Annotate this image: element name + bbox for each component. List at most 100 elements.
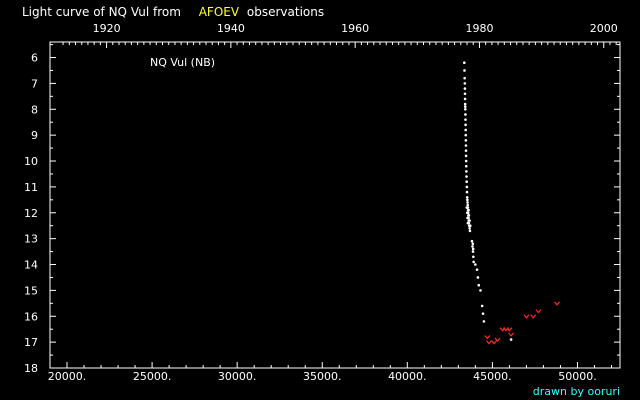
observation-point xyxy=(467,214,471,217)
title-prefix: Light curve of NQ Vul from xyxy=(22,5,181,19)
observation-point xyxy=(463,61,466,64)
top-tick-label: 1940 xyxy=(217,22,245,35)
y-tick-label: 7 xyxy=(31,77,38,90)
observation-point xyxy=(465,211,469,215)
observation-point xyxy=(468,224,472,227)
y-tick-label: 15 xyxy=(24,284,38,297)
top-tick-label: 2000 xyxy=(590,22,618,35)
observation-point xyxy=(468,229,472,233)
observation-point xyxy=(470,239,474,243)
observation-point xyxy=(466,221,470,225)
fainter-than-point xyxy=(535,309,542,314)
observation-point xyxy=(463,105,467,108)
observation-point xyxy=(465,185,469,189)
observation-point xyxy=(464,128,467,132)
y-tick-label: 11 xyxy=(24,181,38,194)
fainter-than-point xyxy=(486,340,492,345)
y-tick-label: 9 xyxy=(31,129,38,142)
y-tick-label: 6 xyxy=(31,52,38,65)
data-marks xyxy=(463,61,561,345)
y-tick-label: 17 xyxy=(24,336,38,349)
observation-point xyxy=(463,97,467,101)
y-tick-label: 8 xyxy=(31,103,38,116)
observation-point xyxy=(465,206,469,209)
y-tick-label: 14 xyxy=(24,259,38,272)
observation-point xyxy=(471,250,475,253)
observation-point xyxy=(475,268,479,271)
y-tick-label: 16 xyxy=(24,310,38,323)
top-tick-label: 1980 xyxy=(465,22,493,35)
fainter-than-point xyxy=(484,335,491,340)
x-tick-label: 40000. xyxy=(388,370,427,383)
observation-point xyxy=(464,113,467,116)
observation-point xyxy=(479,289,482,292)
observation-point xyxy=(471,242,475,246)
fainter-than-point xyxy=(523,314,530,319)
y-tick-label: 13 xyxy=(24,233,38,246)
observation-point xyxy=(464,149,468,152)
title-suffix: observations xyxy=(247,5,324,19)
y-tick-label: 12 xyxy=(24,207,38,220)
observation-point xyxy=(468,219,471,222)
fainter-than-point xyxy=(494,337,501,342)
observation-point xyxy=(464,164,468,168)
observation-point xyxy=(466,198,469,202)
x-tick-label: 45000. xyxy=(473,370,512,383)
observation-point xyxy=(463,102,467,106)
observation-point xyxy=(471,247,475,251)
observation-point xyxy=(471,245,474,248)
observation-point xyxy=(467,208,470,212)
observation-point xyxy=(474,263,477,266)
observation-point xyxy=(465,175,468,178)
x-tick-label: 35000. xyxy=(303,370,342,383)
x-tick-label: 20000. xyxy=(48,370,87,383)
observation-point xyxy=(472,255,475,259)
observation-point xyxy=(463,69,466,72)
fainter-than-point xyxy=(508,332,515,337)
top-tick-label: 1960 xyxy=(341,22,369,35)
observation-point xyxy=(464,139,468,142)
observation-point xyxy=(464,107,467,111)
star-label: NQ Vul (NB) xyxy=(150,56,215,69)
top-tick-label: 1920 xyxy=(93,22,121,35)
y-tick-label: 10 xyxy=(24,155,38,168)
observation-point xyxy=(465,180,468,184)
x-tick-label: 30000. xyxy=(218,370,257,383)
observation-point xyxy=(480,304,484,308)
axes: 20000. 25000. 30000. 35000. 40000. 45000. 5000… xyxy=(24,22,621,383)
x-tick-label: 50000. xyxy=(558,370,597,383)
observation-point xyxy=(465,190,469,194)
title-source: AFOEV xyxy=(199,5,240,19)
observation-point xyxy=(468,226,471,230)
observation-point xyxy=(466,203,470,207)
observation-point xyxy=(463,76,466,80)
observation-point xyxy=(472,260,475,264)
observation-point xyxy=(463,92,467,96)
observation-point xyxy=(464,133,468,137)
observation-point xyxy=(463,87,467,90)
fainter-than-point xyxy=(530,314,537,319)
observation-point xyxy=(476,276,480,279)
fainter-than-point xyxy=(506,327,513,332)
credit-label: drawn by ooruri xyxy=(533,385,620,398)
observation-point xyxy=(465,195,469,199)
observation-point xyxy=(482,320,486,323)
fainter-than-point xyxy=(554,301,561,306)
chart-title: Light curve of NQ Vul from AFOEV observa… xyxy=(22,5,324,19)
observation-point xyxy=(481,312,485,315)
observation-point xyxy=(463,82,467,85)
observation-point xyxy=(464,159,468,163)
y-tick-label: 18 xyxy=(24,362,38,375)
observation-point xyxy=(466,201,469,204)
observation-point xyxy=(509,338,513,341)
fainter-than-point xyxy=(491,340,498,345)
observation-point xyxy=(466,216,469,220)
observation-point xyxy=(477,283,481,287)
observation-point xyxy=(464,154,468,158)
observation-point xyxy=(464,144,468,147)
observation-point xyxy=(465,170,468,173)
x-tick-label: 25000. xyxy=(133,370,172,383)
observation-point xyxy=(464,118,467,121)
plot-frame xyxy=(49,41,621,369)
